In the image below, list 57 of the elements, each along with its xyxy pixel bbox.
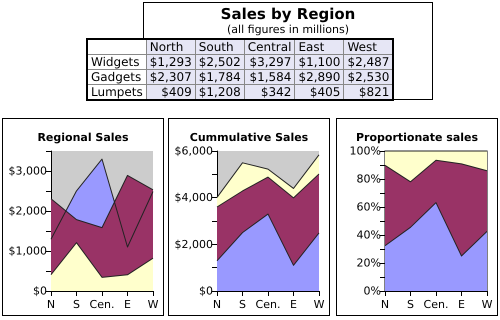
y-tick-label: 80% xyxy=(356,172,381,186)
y-tick-label: $6,000 xyxy=(174,144,213,158)
y-tick-label: 100% xyxy=(350,144,381,158)
x-tick-label: Cen. xyxy=(256,298,280,311)
category-label: East xyxy=(294,39,344,54)
text: $1,208 xyxy=(198,85,241,99)
x-tick-label: W xyxy=(482,298,493,311)
text: Sales by Region xyxy=(220,5,356,23)
x-tick-label: E xyxy=(124,298,132,311)
chart-title: Regional Sales xyxy=(37,131,129,144)
text: $1,584 xyxy=(249,70,292,84)
text: $2,530 xyxy=(347,70,390,84)
category-label: Gadgets xyxy=(91,70,142,84)
text: $405 xyxy=(310,85,340,99)
x-tick-label: S xyxy=(407,298,414,311)
x-tick-label: Cen. xyxy=(90,298,114,311)
text: $3,297 xyxy=(249,55,292,69)
category-label: Central xyxy=(244,39,295,54)
text: $2,502 xyxy=(198,55,241,69)
text: $2,890 xyxy=(298,70,340,84)
text: $342 xyxy=(260,85,292,99)
text: $2,487 xyxy=(347,55,390,69)
category-label: West xyxy=(344,39,394,54)
chart-title: Cummulative Sales xyxy=(190,131,309,144)
x-tick-label: Cen. xyxy=(424,298,448,311)
chart-title: Proportionate sales xyxy=(356,131,478,144)
x-tick-label: S xyxy=(73,298,80,311)
x-tick-label: N xyxy=(212,298,222,311)
y-tick-label: 40% xyxy=(356,228,381,242)
category-label: Widgets xyxy=(91,55,140,69)
x-tick-label: N xyxy=(46,298,56,311)
x-tick-label: W xyxy=(314,298,325,311)
y-tick-label: 60% xyxy=(356,200,381,214)
category-label: Lumpets xyxy=(91,85,143,99)
y-tick-label: 0% xyxy=(364,284,381,298)
y-tick-label: $0 xyxy=(33,284,47,298)
x-tick-label: W xyxy=(148,298,159,311)
x-tick-label: E xyxy=(290,298,298,311)
y-tick-label: $2,000 xyxy=(8,204,47,218)
x-tick-label: S xyxy=(239,298,246,311)
y-tick-label: $4,000 xyxy=(174,191,213,204)
text: (all figures in millions) xyxy=(226,23,350,36)
x-tick-label: E xyxy=(458,298,466,311)
category-label: South xyxy=(195,39,244,54)
text: $821 xyxy=(358,85,390,99)
y-tick-label: 20% xyxy=(356,256,381,270)
y-tick-label: $0 xyxy=(199,284,213,298)
y-tick-label: $3,000 xyxy=(8,164,47,178)
x-tick-label: N xyxy=(380,298,390,311)
text: $1,784 xyxy=(198,70,241,84)
text: $409 xyxy=(161,85,192,99)
text: $1,293 xyxy=(150,55,192,69)
text: $2,307 xyxy=(150,70,192,84)
category-label: North xyxy=(146,39,196,54)
y-tick-label: $1,000 xyxy=(8,244,47,258)
y-tick-label: $2,000 xyxy=(174,238,213,251)
text: $1,100 xyxy=(298,55,340,69)
